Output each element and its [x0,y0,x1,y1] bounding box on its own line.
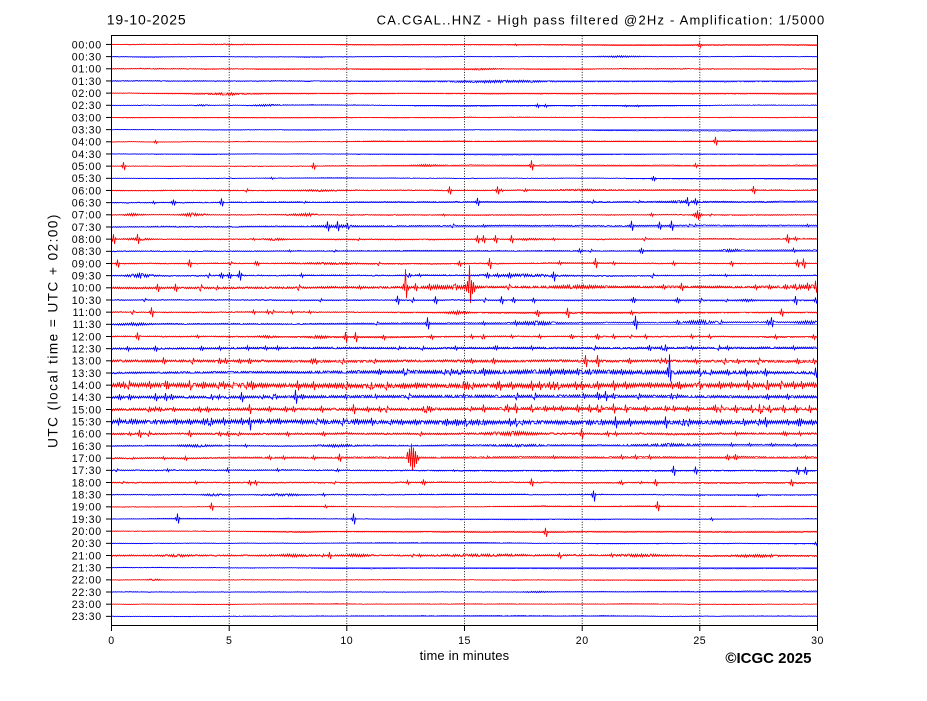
svg-text:15: 15 [458,635,471,647]
svg-text:time in minutes: time in minutes [420,648,510,663]
svg-text:16:00: 16:00 [72,429,102,441]
svg-text:UTC (local time = UTC + 02:00): UTC (local time = UTC + 02:00) [46,213,61,448]
svg-text:14:00: 14:00 [72,380,102,392]
svg-text:25: 25 [693,635,706,647]
svg-text:12:00: 12:00 [72,331,102,343]
svg-text:00:30: 00:30 [72,51,102,63]
svg-text:17:30: 17:30 [72,465,102,477]
svg-text:17:00: 17:00 [72,453,102,465]
svg-text:15:00: 15:00 [72,404,102,416]
svg-text:23:00: 23:00 [72,599,102,611]
svg-text:14:30: 14:30 [72,392,102,404]
svg-text:11:30: 11:30 [73,319,102,331]
svg-text:10:30: 10:30 [72,295,102,307]
svg-text:22:30: 22:30 [72,587,102,599]
svg-text:10:00: 10:00 [72,283,102,295]
svg-text:02:00: 02:00 [72,88,102,100]
svg-text:09:00: 09:00 [72,258,102,270]
svg-text:13:30: 13:30 [72,368,102,380]
svg-text:©ICGC 2025: ©ICGC 2025 [725,650,811,667]
svg-text:18:30: 18:30 [72,489,102,501]
svg-text:19-10-2025: 19-10-2025 [107,12,187,28]
svg-text:06:30: 06:30 [72,197,102,209]
svg-text:08:00: 08:00 [72,234,102,246]
svg-text:13:00: 13:00 [72,356,102,368]
svg-text:21:00: 21:00 [72,550,102,562]
svg-text:19:00: 19:00 [72,502,102,514]
svg-text:11:00: 11:00 [73,307,102,319]
svg-text:22:00: 22:00 [72,575,102,587]
svg-text:01:30: 01:30 [72,76,102,88]
svg-text:0: 0 [108,635,114,647]
svg-text:02:30: 02:30 [72,100,102,112]
svg-text:20:00: 20:00 [72,526,102,538]
svg-text:01:00: 01:00 [72,64,102,76]
svg-text:15:30: 15:30 [72,416,102,428]
svg-text:5: 5 [226,635,232,647]
svg-text:10: 10 [340,635,353,647]
svg-text:05:00: 05:00 [72,161,102,173]
svg-text:05:30: 05:30 [72,173,102,185]
svg-text:30: 30 [811,635,824,647]
svg-text:07:00: 07:00 [72,210,102,222]
svg-text:16:30: 16:30 [72,441,102,453]
svg-text:CA.CGAL..HNZ - High pass filte: CA.CGAL..HNZ - High pass filtered @2Hz -… [377,12,826,27]
svg-text:20: 20 [576,635,589,647]
svg-text:04:00: 04:00 [72,137,102,149]
svg-text:03:00: 03:00 [72,112,102,124]
svg-text:08:30: 08:30 [72,246,102,258]
svg-text:09:30: 09:30 [72,270,102,282]
svg-text:04:30: 04:30 [72,149,102,161]
svg-text:20:30: 20:30 [72,538,102,550]
svg-text:21:30: 21:30 [72,562,102,574]
svg-text:18:00: 18:00 [72,477,102,489]
svg-text:12:30: 12:30 [72,343,102,355]
svg-text:03:30: 03:30 [72,124,102,136]
svg-text:06:00: 06:00 [72,185,102,197]
svg-text:07:30: 07:30 [72,222,102,234]
svg-text:19:30: 19:30 [72,514,102,526]
svg-text:23:30: 23:30 [72,611,102,623]
svg-text:00:00: 00:00 [72,39,102,51]
